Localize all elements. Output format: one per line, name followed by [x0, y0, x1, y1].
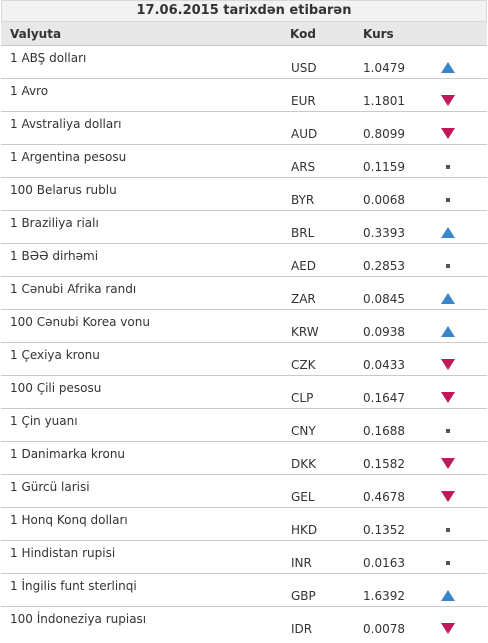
currency-name: 100 Çili pesosu [10, 381, 102, 395]
trend-unchanged-icon [440, 260, 456, 272]
trend-unchanged-icon [440, 425, 456, 437]
trend-up-icon [440, 326, 456, 338]
currency-rate: 0.0433 [363, 358, 405, 372]
currency-name: 1 Gürcü larisi [10, 480, 90, 494]
currency-code: DKK [291, 457, 316, 471]
trend-down-icon [440, 491, 456, 503]
table-row: 100 İndoneziya rupiası IDR 0.0078 [1, 607, 487, 640]
currency-code: HKD [291, 523, 318, 537]
currency-code: GBP [291, 589, 316, 603]
currency-rate: 0.0068 [363, 193, 405, 207]
trend-up-icon [440, 62, 456, 74]
currency-code: CZK [291, 358, 316, 372]
currency-name: 1 İngilis funt sterlinqi [10, 579, 137, 593]
table-row: 1 Honq Konq dolları HKD 0.1352 [1, 508, 487, 541]
trend-up-icon [440, 590, 456, 602]
trend-unchanged-icon [440, 194, 456, 206]
currency-name: 1 ABŞ dolları [10, 51, 87, 65]
currency-rate: 0.0078 [363, 622, 405, 636]
currency-rate: 0.0163 [363, 556, 405, 570]
currency-name: 1 Avro [10, 84, 49, 98]
table-row: 1 ABŞ dolları USD 1.0479 [1, 46, 487, 79]
table-body: 1 ABŞ dolları USD 1.0479 1 Avro EUR 1.1801 1 A… [1, 46, 487, 640]
trend-up-icon [440, 227, 456, 239]
table-row: 1 Avstraliya dolları AUD 0.8099 [1, 112, 487, 145]
currency-code: CNY [291, 424, 316, 438]
trend-unchanged-icon [440, 524, 456, 536]
currency-rate: 0.1582 [363, 457, 405, 471]
currency-name: 1 Braziliya rialı [10, 216, 99, 230]
table-row: 1 Danimarka kronu DKK 0.1582 [1, 442, 487, 475]
table-row: 100 Cənubi Korea vonu KRW 0.0938 [1, 310, 487, 343]
trend-down-icon [440, 392, 456, 404]
currency-code: ZAR [291, 292, 316, 306]
currency-name: 1 Danimarka kronu [10, 447, 126, 461]
currency-rate: 0.2853 [363, 259, 405, 273]
currency-code: CLP [291, 391, 314, 405]
table-row: 1 Avro EUR 1.1801 [1, 79, 487, 112]
currency-rate: 0.1352 [363, 523, 405, 537]
currency-name: 100 Cənubi Korea vonu [10, 315, 150, 329]
currency-rate: 1.0479 [363, 61, 405, 75]
currency-rate: 1.1801 [363, 94, 405, 108]
currency-rate: 1.6392 [363, 589, 405, 603]
currency-name: 1 Hindistan rupisi [10, 546, 116, 560]
currency-code: ARS [291, 160, 316, 174]
currency-code: USD [291, 61, 317, 75]
table-title: 17.06.2015 tarixdən etibarən [1, 0, 487, 22]
currency-name: 1 Çin yuanı [10, 414, 78, 428]
trend-up-icon [440, 293, 456, 305]
trend-down-icon [440, 458, 456, 470]
currency-name: 1 BƏƏ dirhəmi [10, 249, 99, 263]
trend-unchanged-icon [440, 161, 456, 173]
table-row: 1 BƏƏ dirhəmi AED 0.2853 [1, 244, 487, 277]
column-header-rate: Kurs [363, 27, 394, 41]
currency-name: 1 Honq Konq dolları [10, 513, 128, 527]
trend-unchanged-icon [440, 557, 456, 569]
trend-down-icon [440, 95, 456, 107]
currency-name: 1 Avstraliya dolları [10, 117, 122, 131]
table-row: 1 Gürcü larisi GEL 0.4678 [1, 475, 487, 508]
currency-code: INR [291, 556, 312, 570]
trend-down-icon [440, 623, 456, 635]
table-row: 1 Çexiya kronu CZK 0.0433 [1, 343, 487, 376]
currency-rate: 0.1688 [363, 424, 405, 438]
table-row: 1 Argentina pesosu ARS 0.1159 [1, 145, 487, 178]
currency-code: AED [291, 259, 317, 273]
currency-code: BYR [291, 193, 315, 207]
currency-rate: 0.1647 [363, 391, 405, 405]
currency-name: 1 Argentina pesosu [10, 150, 127, 164]
currency-name: 1 Cənubi Afrika randı [10, 282, 137, 296]
currency-rate: 0.8099 [363, 127, 405, 141]
currency-name: 1 Çexiya kronu [10, 348, 100, 362]
trend-down-icon [440, 359, 456, 371]
currency-name: 100 Belarus rublu [10, 183, 117, 197]
currency-code: AUD [291, 127, 318, 141]
table-row: 1 Cənubi Afrika randı ZAR 0.0845 [1, 277, 487, 310]
table-row: 1 Çin yuanı CNY 0.1688 [1, 409, 487, 442]
currency-code: KRW [291, 325, 319, 339]
table-row: 1 Braziliya rialı BRL 0.3393 [1, 211, 487, 244]
currency-rate: 0.3393 [363, 226, 405, 240]
currency-rate: 0.1159 [363, 160, 405, 174]
currency-code: BRL [291, 226, 315, 240]
currency-rate: 0.4678 [363, 490, 405, 504]
column-header-currency: Valyuta [10, 27, 62, 41]
currency-code: GEL [291, 490, 315, 504]
table-row: 1 İngilis funt sterlinqi GBP 1.6392 [1, 574, 487, 607]
table-header: Valyuta Kod Kurs [1, 22, 487, 46]
table-row: 1 Hindistan rupisi INR 0.0163 [1, 541, 487, 574]
trend-down-icon [440, 128, 456, 140]
table-row: 100 Belarus rublu BYR 0.0068 [1, 178, 487, 211]
currency-rate: 0.0845 [363, 292, 405, 306]
currency-rate: 0.0938 [363, 325, 405, 339]
column-header-code: Kod [290, 27, 316, 41]
currency-code: IDR [291, 622, 313, 636]
currency-name: 100 İndoneziya rupiası [10, 612, 147, 626]
currency-code: EUR [291, 94, 316, 108]
table-row: 100 Çili pesosu CLP 0.1647 [1, 376, 487, 409]
